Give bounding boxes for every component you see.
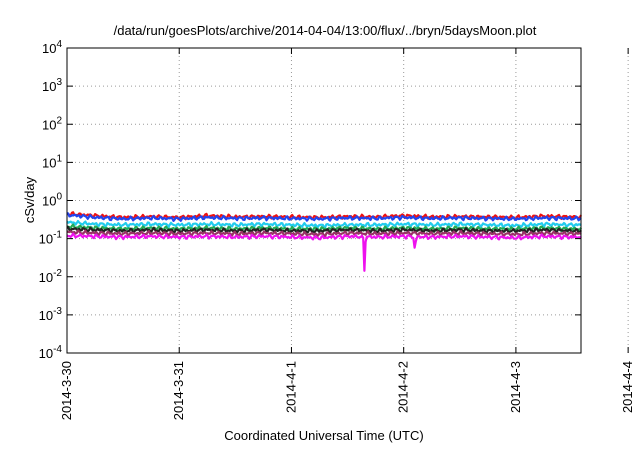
y-axis-ticks: 10-4 10-3 10-2 10-1 100 101 102 103 104 bbox=[39, 39, 581, 361]
y-tick-label: 104 bbox=[42, 39, 62, 56]
y-tick-label: 101 bbox=[42, 153, 62, 170]
y-tick-label: 103 bbox=[42, 77, 62, 94]
series-line bbox=[66, 229, 582, 238]
y-tick-label: 10-4 bbox=[39, 344, 63, 361]
x-tick-label: 2014-3-30 bbox=[59, 361, 74, 420]
x-axis-ticks: 2014-3-30 2014-3-31 2014-4-1 2014-4-2 2014-4… bbox=[59, 48, 635, 420]
x-tick-label: 2014-3-31 bbox=[171, 361, 186, 420]
y-axis-label: cSv/day bbox=[22, 176, 37, 223]
series-layer bbox=[66, 211, 582, 272]
x-axis-label: Coordinated Universal Time (UTC) bbox=[224, 428, 423, 443]
chart-title: /data/run/goesPlots/archive/2014-04-04/1… bbox=[114, 23, 537, 38]
y-tick-label: 100 bbox=[42, 192, 62, 209]
series-line bbox=[66, 212, 582, 222]
grid-lines bbox=[67, 48, 629, 353]
y-tick-label: 10-1 bbox=[39, 230, 63, 247]
series-line bbox=[66, 232, 582, 272]
series-line bbox=[66, 219, 582, 229]
series-line bbox=[66, 226, 582, 234]
y-tick-label: 10-2 bbox=[39, 268, 63, 285]
x-tick-label: 2014-4-1 bbox=[283, 361, 298, 413]
x-tick-label: 2014-4-3 bbox=[508, 361, 523, 413]
x-tick-label: 2014-4-4 bbox=[620, 361, 635, 413]
x-tick-label: 2014-4-2 bbox=[396, 361, 411, 413]
y-tick-label: 10-3 bbox=[39, 306, 63, 323]
y-tick-label: 102 bbox=[42, 115, 62, 132]
